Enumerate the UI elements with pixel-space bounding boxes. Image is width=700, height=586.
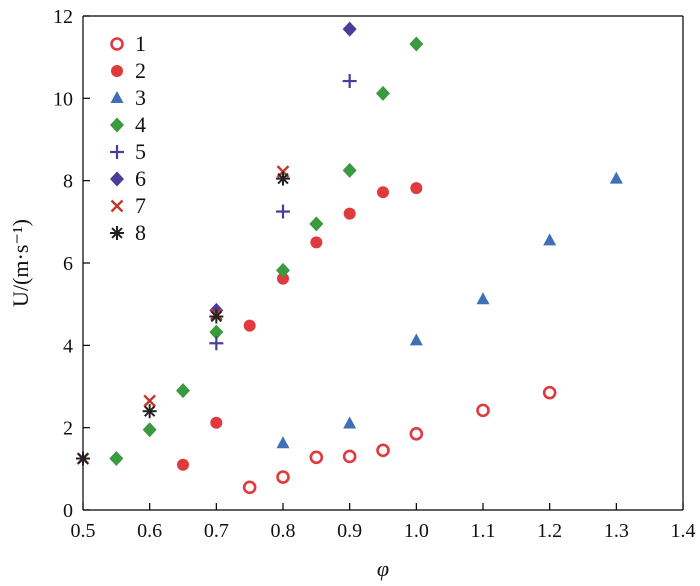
y-tick-label: 6 bbox=[63, 253, 73, 275]
data-point-series-2 bbox=[210, 416, 223, 429]
data-point-series-4 bbox=[342, 162, 357, 178]
legend-label: 8 bbox=[135, 220, 146, 245]
legend-marker-1 bbox=[110, 37, 124, 51]
y-tick-label: 8 bbox=[63, 171, 73, 193]
data-point-series-2 bbox=[410, 182, 423, 195]
data-point-series-1 bbox=[542, 385, 557, 400]
data-point-series-5 bbox=[342, 74, 357, 89]
legend-marker-8 bbox=[110, 226, 124, 240]
x-tick-label: 0.7 bbox=[204, 520, 229, 542]
y-tick-label: 2 bbox=[63, 418, 73, 440]
data-point-series-4 bbox=[142, 422, 157, 438]
x-tick-label: 1.2 bbox=[537, 520, 562, 542]
data-point-series-2 bbox=[177, 458, 189, 471]
data-point-series-3 bbox=[409, 333, 423, 346]
data-point-series-4 bbox=[176, 383, 190, 399]
data-point-series-6 bbox=[342, 21, 357, 37]
data-point-series-5 bbox=[209, 336, 224, 351]
data-point-series-2 bbox=[277, 272, 289, 285]
data-point-series-4 bbox=[409, 36, 424, 52]
data-point-series-4 bbox=[209, 324, 224, 340]
legend-label: 3 bbox=[135, 85, 146, 110]
data-point-series-3 bbox=[476, 292, 490, 305]
x-tick-label: 1.3 bbox=[604, 520, 629, 542]
data-point-series-4 bbox=[276, 262, 290, 278]
data-points bbox=[76, 21, 623, 495]
data-point-series-1 bbox=[476, 403, 490, 418]
x-tick-label: 0.9 bbox=[337, 520, 362, 542]
data-point-series-4 bbox=[376, 85, 390, 101]
data-point-series-8 bbox=[276, 171, 290, 186]
data-point-series-3 bbox=[276, 436, 290, 449]
data-point-series-8 bbox=[142, 404, 157, 419]
data-point-series-3 bbox=[609, 171, 623, 184]
legend-marker-7 bbox=[110, 199, 124, 213]
x-tick-label: 0.5 bbox=[71, 520, 96, 542]
y-tick-label: 12 bbox=[53, 6, 73, 28]
data-point-series-2 bbox=[377, 186, 389, 199]
legend-marker-5 bbox=[110, 145, 124, 159]
data-point-series-4 bbox=[109, 451, 124, 467]
legend-marker-4 bbox=[110, 117, 124, 133]
x-tick-label: 0.6 bbox=[137, 520, 162, 542]
x-axis-label: φ bbox=[377, 556, 389, 581]
legend-label: 7 bbox=[135, 193, 146, 218]
data-point-series-3 bbox=[343, 416, 357, 429]
legend-label: 4 bbox=[135, 112, 146, 137]
data-point-series-5 bbox=[276, 204, 290, 219]
legend-marker-6 bbox=[110, 171, 124, 187]
legend-label: 1 bbox=[135, 31, 146, 56]
data-point-series-1 bbox=[409, 427, 424, 441]
data-point-series-7 bbox=[143, 394, 157, 408]
legend-marker-2 bbox=[111, 65, 123, 77]
data-point-series-2 bbox=[343, 207, 356, 220]
data-point-series-1 bbox=[309, 450, 324, 465]
data-point-series-4 bbox=[309, 216, 324, 232]
x-tick-label: 1.0 bbox=[404, 520, 429, 542]
y-tick-label: 4 bbox=[63, 335, 73, 357]
legend-label: 2 bbox=[135, 58, 146, 83]
data-point-series-2 bbox=[310, 236, 323, 249]
legend-label: 6 bbox=[135, 166, 146, 191]
x-tick-label: 1.4 bbox=[671, 520, 696, 542]
data-point-series-1 bbox=[376, 443, 390, 458]
legend-marker-3 bbox=[110, 91, 124, 103]
y-axis-label: U/(m·s⁻¹) bbox=[8, 219, 33, 307]
data-point-series-1 bbox=[276, 470, 290, 484]
data-point-series-2 bbox=[243, 319, 256, 332]
data-point-series-8 bbox=[209, 309, 224, 324]
x-tick-label: 0.8 bbox=[271, 520, 296, 542]
data-point-series-3 bbox=[543, 233, 557, 246]
data-point-series-1 bbox=[342, 449, 357, 464]
data-point-series-1 bbox=[242, 480, 257, 495]
y-tick-label: 10 bbox=[53, 88, 73, 110]
data-point-series-8 bbox=[76, 451, 90, 466]
y-tick-label: 0 bbox=[63, 500, 73, 522]
x-tick-label: 1.1 bbox=[471, 520, 496, 542]
legend-label: 5 bbox=[135, 139, 146, 164]
